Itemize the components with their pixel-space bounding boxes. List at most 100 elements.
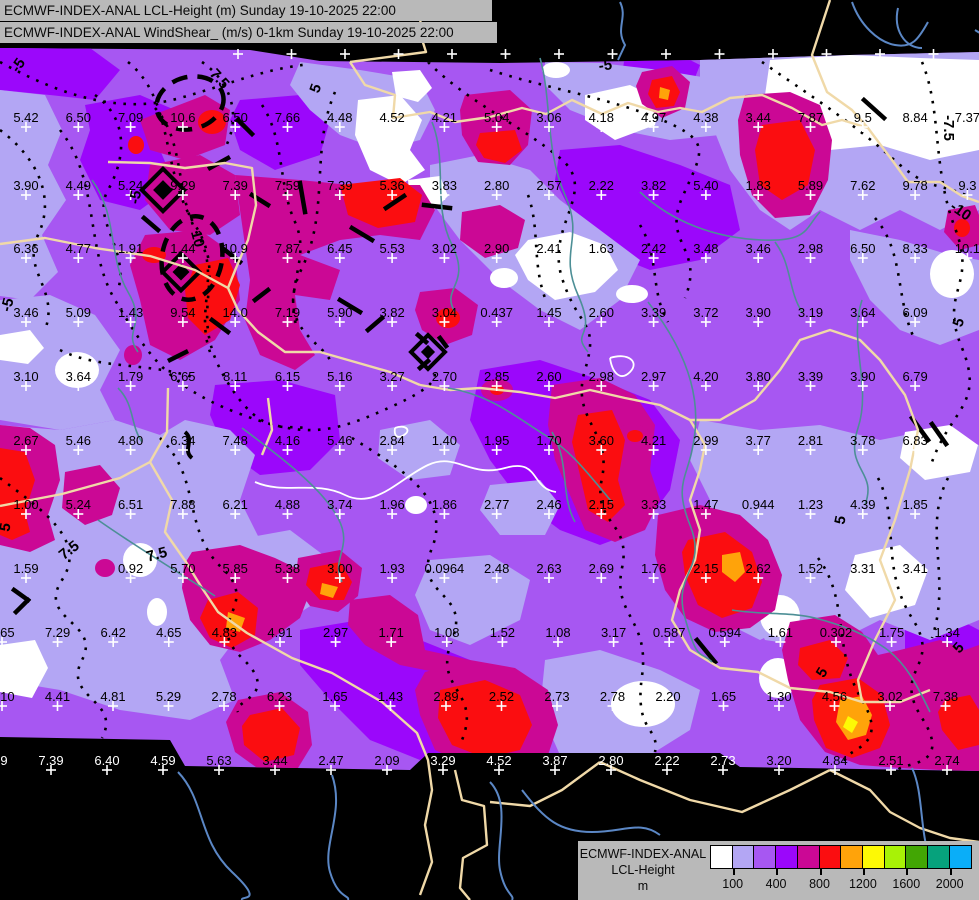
grid-value: 4.97 <box>641 110 666 125</box>
grid-value: 4.80 <box>118 433 143 448</box>
grid-cross-icon <box>334 445 345 455</box>
grid-cross-icon <box>230 573 241 583</box>
grid-cross-icon <box>491 573 502 583</box>
title-bar-windshear: ECMWF-INDEX-ANAL WindShear_ (m/s) 0-1km … <box>0 22 497 43</box>
legend-tick-label: 1600 <box>892 877 921 891</box>
legend-swatch <box>731 845 755 869</box>
grid-cross-icon <box>496 701 507 711</box>
grid-value: 2.46 <box>536 497 561 512</box>
grid-value: 9.3 <box>958 178 976 193</box>
grid-cross-icon <box>438 765 448 775</box>
contour-label: 7.5 <box>145 544 170 566</box>
grid-value: 1.47 <box>693 497 718 512</box>
legend-parameter-name: LCL-Height <box>611 863 675 877</box>
grid-value: 5.63 <box>206 753 231 768</box>
grid-cross-icon <box>219 637 230 647</box>
grid-value-labels: 5.42 6.50 7.09 10.6 6.50 7.66 4.48 4.52 4.21 5.04… <box>0 110 979 768</box>
grid-value: 1.93 <box>379 561 404 576</box>
orange-yellow-cores <box>226 87 872 740</box>
grid-cross-icon <box>857 317 868 327</box>
grid-cross-icon <box>648 381 659 391</box>
grid-cross-icon <box>875 49 885 59</box>
grid-cross-icon <box>491 317 502 327</box>
grid-cross-icon <box>386 637 397 647</box>
grid-value: 8.11 <box>223 369 247 384</box>
grid-value: 3.82 <box>641 178 666 193</box>
grid-value: 6.36 <box>13 241 38 256</box>
grid-value: 10.1 <box>955 241 979 256</box>
grid-value: 3.60 <box>589 433 614 448</box>
grid-cross-icon <box>544 122 554 132</box>
contour-label: -7.5 <box>940 115 957 141</box>
grid-value: 2.22 <box>589 178 614 193</box>
grid-value: 5.46 <box>327 433 352 448</box>
grid-cross-icon <box>544 253 554 263</box>
grid-value: 1.75 <box>879 625 904 640</box>
grid-value: 1.23 <box>798 497 823 512</box>
grid-value: 1.83 <box>746 178 771 193</box>
grid-value: 7.37 <box>955 110 979 125</box>
grid-cross-icon <box>962 253 973 263</box>
grid-value: 2.63 <box>536 561 561 576</box>
grid-cross-icon <box>648 317 659 327</box>
grid-cross-icon <box>334 317 345 327</box>
grid-cross-icon <box>73 253 84 263</box>
legend-swatch <box>883 845 907 869</box>
grid-value: 0.437 <box>480 305 513 320</box>
grid-cross-icon <box>125 253 136 263</box>
grid-cross-icon <box>334 122 345 132</box>
grid-cross-icon <box>661 49 671 59</box>
grid-value: 6.83 <box>902 433 927 448</box>
grid-cross-icon <box>664 637 675 647</box>
grid-value: 3.02 <box>877 689 902 704</box>
grid-cross-icon <box>885 701 895 711</box>
title-lcl-text: ECMWF-INDEX-ANAL LCL-Height (m) Sunday 1… <box>4 3 396 18</box>
grid-value: 7.87 <box>798 110 823 125</box>
legend-swatch <box>818 845 842 869</box>
grid-cross-icon <box>282 445 293 455</box>
grid-value: 1.86 <box>432 497 457 512</box>
grid-cross-icon <box>753 122 764 132</box>
grid-cross-icon <box>607 49 618 59</box>
grid-value: 2.78 <box>211 689 236 704</box>
grid-cross-icon <box>805 122 816 132</box>
grid-cross-icon <box>910 253 921 263</box>
grid-cross-icon <box>447 49 457 59</box>
grid-value: 2.22 <box>654 753 679 768</box>
grid-cross-icon <box>544 381 554 391</box>
grid-cross-icon <box>387 445 398 455</box>
grid-cross-icon <box>387 317 398 327</box>
grid-value: 6.23 <box>267 689 292 704</box>
grid-cross-icon <box>441 701 451 711</box>
grid-cross-icon <box>857 445 868 455</box>
grid-value: 4.88 <box>275 497 300 512</box>
grid-cross-icon <box>73 317 84 327</box>
grid-cross-icon <box>125 317 136 327</box>
grid-value: 5.89 <box>798 178 823 193</box>
grid-value: 5.90 <box>327 305 352 320</box>
legend-swatch <box>753 845 777 869</box>
grid-cross-icon <box>330 701 340 711</box>
grid-value: 2.62 <box>746 561 771 576</box>
grid-value: 6.50 <box>850 241 875 256</box>
grid-value: 1.44 <box>170 241 195 256</box>
grid-cross-icon <box>73 445 84 455</box>
grid-value: 3.31 <box>850 561 875 576</box>
legend-tick-label: 2000 <box>935 877 964 891</box>
grid-cross-icon <box>21 253 31 263</box>
grid-cross-icon <box>334 253 345 263</box>
legend-swatch <box>796 845 820 869</box>
grid-cross-icon <box>494 765 504 775</box>
grid-cross-icon <box>886 765 896 775</box>
grid-value: 5.24 <box>118 178 143 193</box>
grid-value: 3.27 <box>379 369 404 384</box>
grid-value: 1.00 <box>13 497 38 512</box>
grid-cross-icon <box>230 317 241 327</box>
grid-cross-icon <box>439 317 450 327</box>
grid-cross-icon <box>387 381 398 391</box>
grid-cross-icon <box>805 253 816 263</box>
grid-value: 5.38 <box>275 561 300 576</box>
grid-cross-icon <box>553 637 563 647</box>
grid-cross-icon <box>177 381 188 391</box>
grid-value: 2.20 <box>655 689 680 704</box>
